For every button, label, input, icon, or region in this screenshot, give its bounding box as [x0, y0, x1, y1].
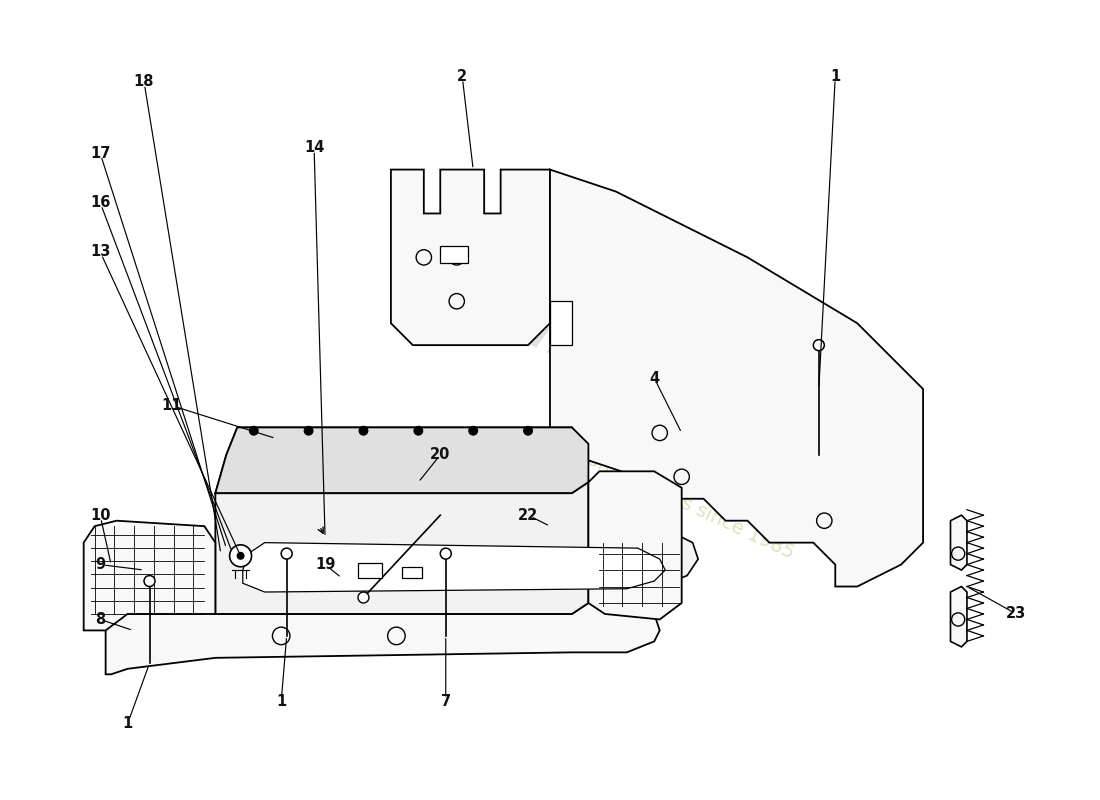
Polygon shape: [216, 427, 572, 494]
Text: 1: 1: [830, 69, 840, 84]
Text: 18: 18: [134, 74, 154, 90]
Circle shape: [414, 426, 422, 435]
Polygon shape: [216, 515, 698, 598]
Text: 2: 2: [458, 69, 468, 84]
Text: 13: 13: [90, 244, 110, 259]
Polygon shape: [216, 427, 588, 494]
Text: 23: 23: [1006, 606, 1026, 622]
Circle shape: [440, 548, 451, 559]
Circle shape: [358, 592, 368, 603]
Text: 11: 11: [162, 398, 182, 413]
Circle shape: [469, 426, 477, 435]
Polygon shape: [550, 302, 572, 345]
Polygon shape: [243, 542, 666, 592]
Bar: [402, 566, 421, 578]
Text: 10: 10: [90, 508, 110, 522]
Text: 9: 9: [95, 557, 106, 572]
Circle shape: [282, 548, 293, 559]
Polygon shape: [950, 515, 967, 570]
Polygon shape: [950, 586, 967, 647]
Text: 1: 1: [276, 694, 286, 710]
Text: 8: 8: [95, 612, 106, 627]
Bar: [440, 246, 467, 263]
Polygon shape: [588, 471, 682, 619]
Polygon shape: [216, 482, 588, 614]
Polygon shape: [550, 170, 923, 586]
Text: 19: 19: [315, 557, 336, 572]
Circle shape: [813, 340, 824, 350]
Circle shape: [238, 553, 244, 559]
Text: 7: 7: [441, 694, 451, 710]
Polygon shape: [106, 603, 660, 674]
Circle shape: [524, 426, 532, 435]
Bar: [358, 563, 382, 578]
Polygon shape: [84, 521, 216, 630]
Circle shape: [305, 426, 314, 435]
Text: 14: 14: [304, 140, 324, 155]
Circle shape: [144, 575, 155, 586]
Text: 16: 16: [90, 195, 110, 210]
Text: 17: 17: [90, 146, 110, 161]
Circle shape: [230, 545, 252, 566]
Circle shape: [359, 426, 367, 435]
Text: 1: 1: [122, 716, 133, 731]
Text: 22: 22: [518, 508, 538, 522]
Text: 20: 20: [430, 447, 451, 462]
Text: a passion for parts since 1985: a passion for parts since 1985: [522, 422, 798, 563]
Polygon shape: [390, 170, 550, 345]
Text: 4: 4: [649, 370, 659, 386]
Text: eurospares: eurospares: [454, 266, 865, 503]
Circle shape: [250, 426, 258, 435]
